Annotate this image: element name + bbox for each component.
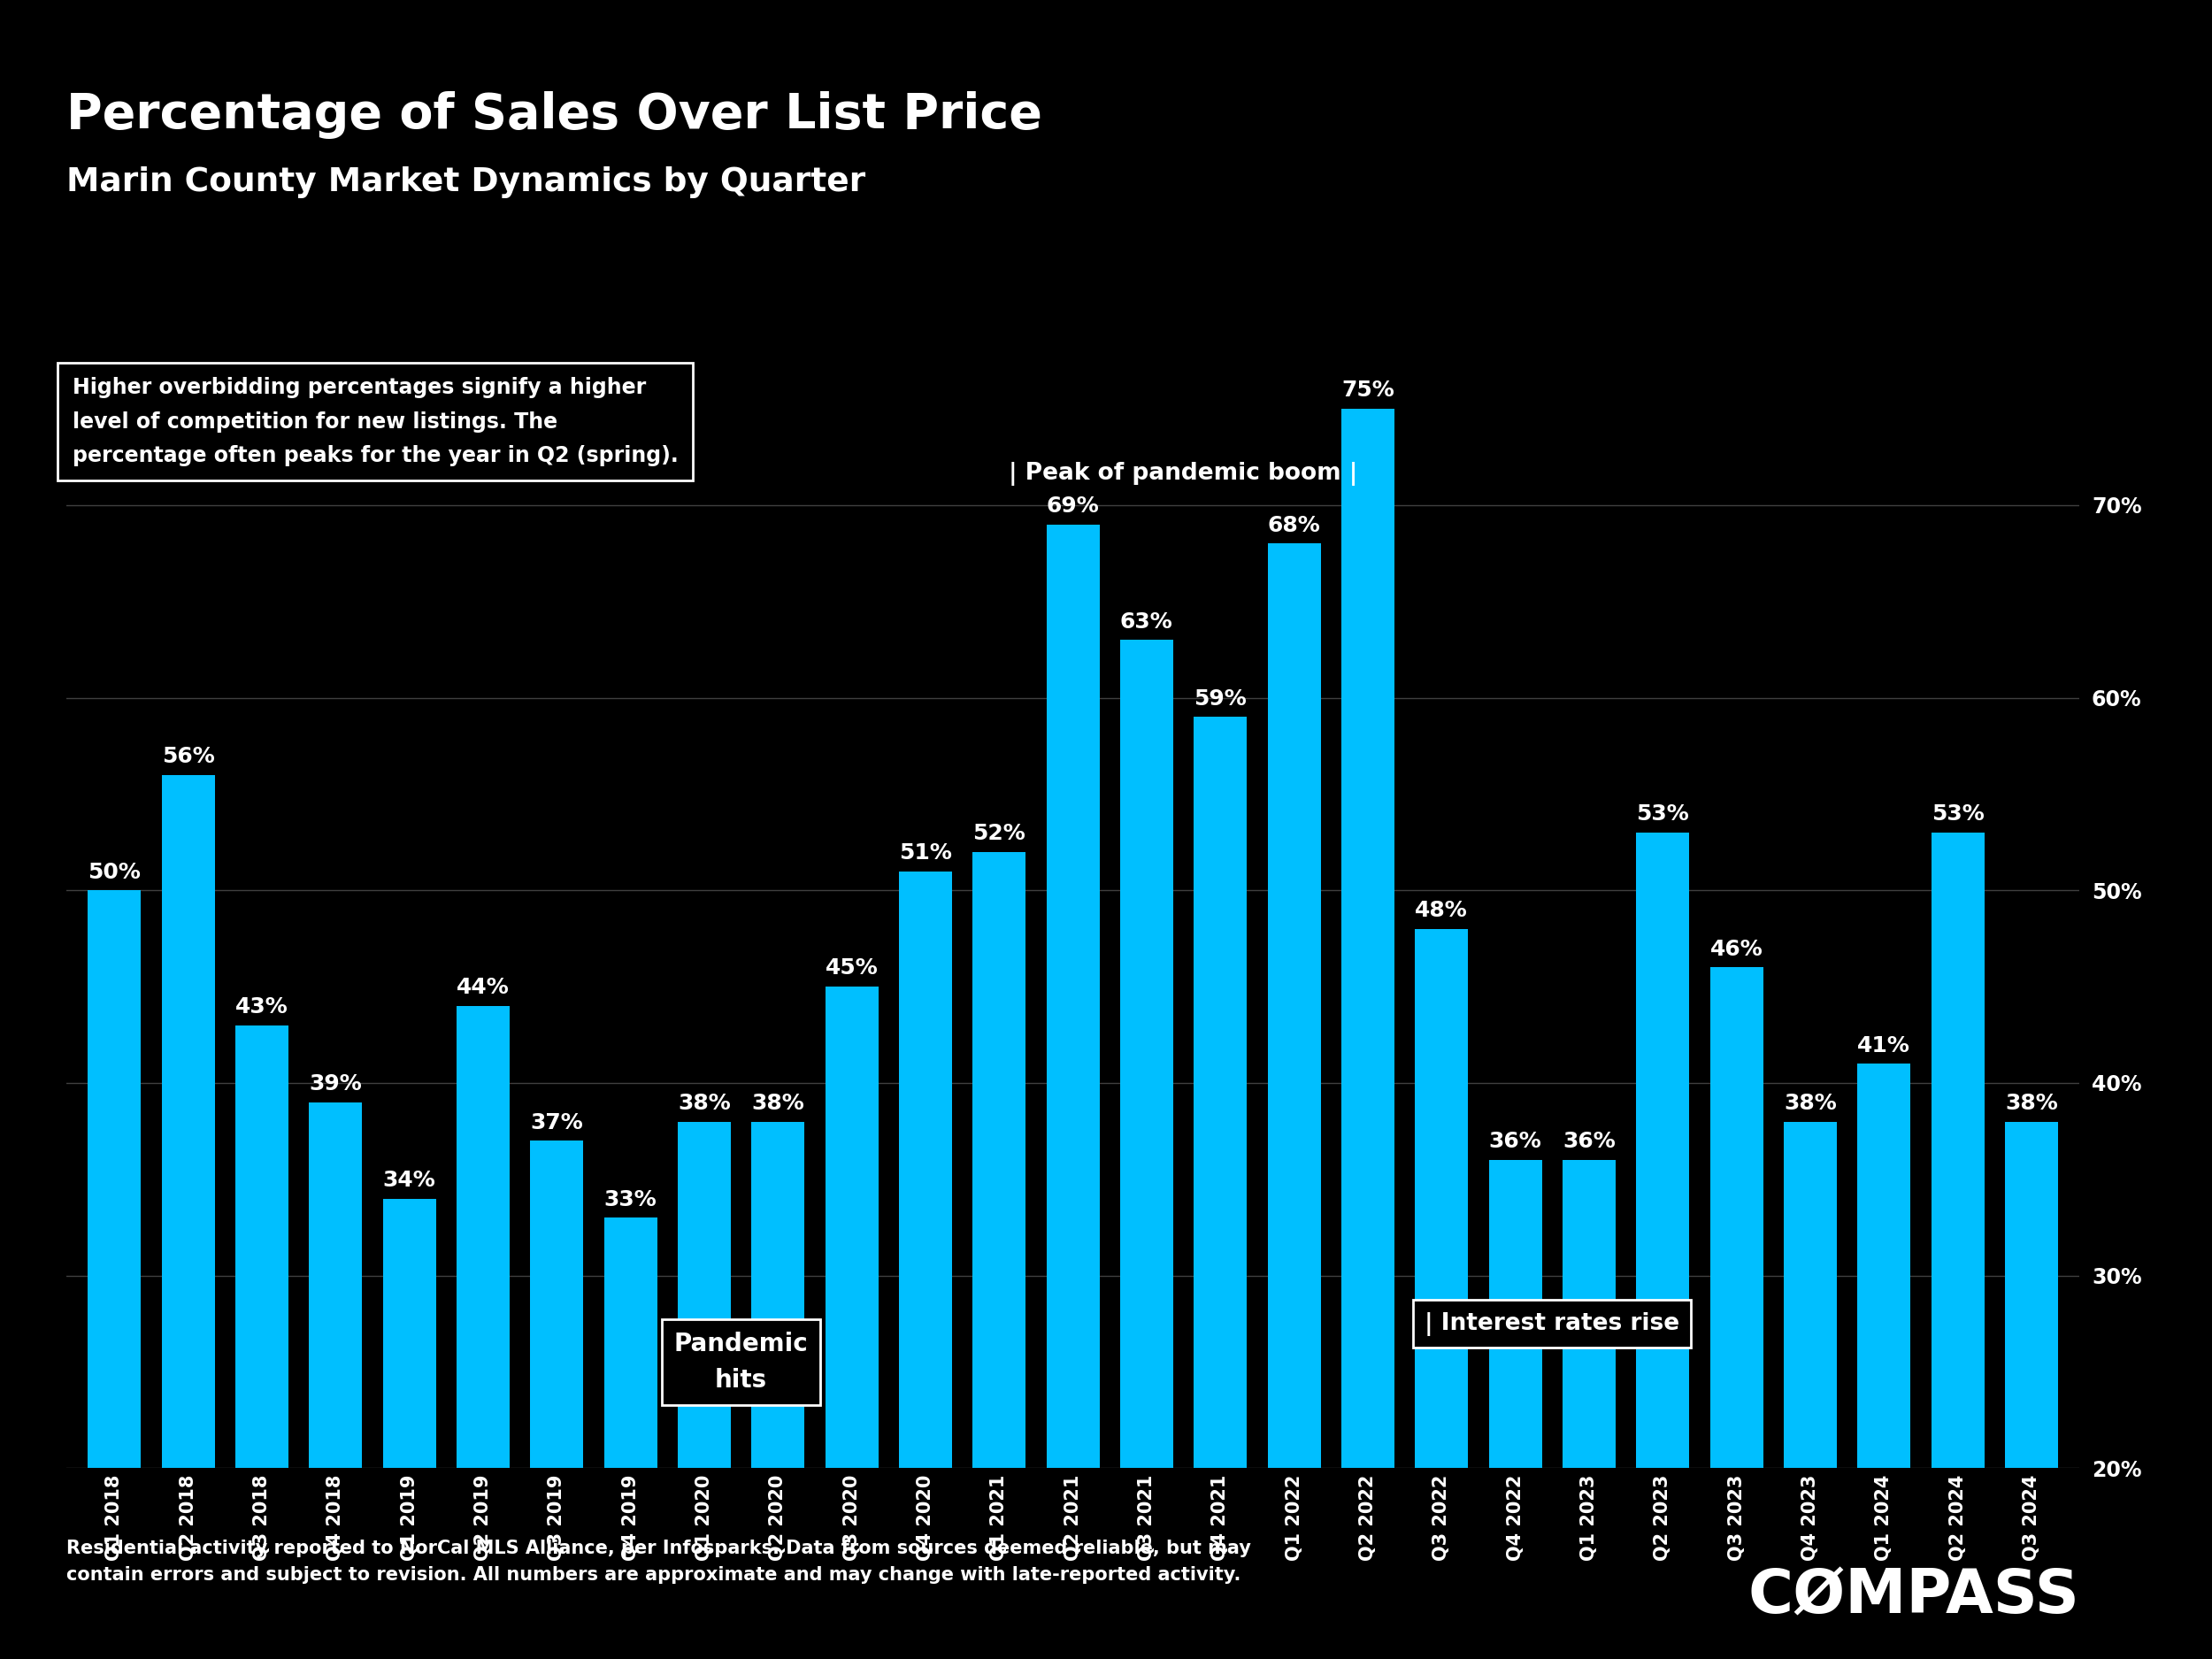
Text: | Peak of pandemic boom |: | Peak of pandemic boom |: [1009, 461, 1358, 486]
Text: 44%: 44%: [456, 977, 509, 999]
Text: CØMPASS: CØMPASS: [1747, 1566, 2079, 1626]
Bar: [234, 1025, 288, 1659]
Text: 39%: 39%: [310, 1073, 363, 1095]
Text: 36%: 36%: [1489, 1131, 1542, 1153]
Bar: [1046, 524, 1099, 1659]
Bar: [1416, 929, 1469, 1659]
Text: 37%: 37%: [531, 1112, 584, 1133]
Text: Residential activity reported to NorCal MLS Alliance, per Infosparks. Data from : Residential activity reported to NorCal …: [66, 1540, 1252, 1583]
Bar: [1710, 967, 1763, 1659]
Bar: [973, 851, 1026, 1659]
Text: | Interest rates rise: | Interest rates rise: [1425, 1312, 1679, 1335]
Text: 45%: 45%: [825, 957, 878, 979]
Text: 59%: 59%: [1194, 688, 1248, 710]
Text: 69%: 69%: [1046, 496, 1099, 516]
Text: 53%: 53%: [1637, 803, 1690, 825]
Bar: [1340, 408, 1394, 1659]
Text: Marin County Market Dynamics by Quarter: Marin County Market Dynamics by Quarter: [66, 166, 865, 197]
Bar: [1931, 833, 1984, 1659]
Bar: [531, 1141, 584, 1659]
Bar: [677, 1121, 730, 1659]
Text: 63%: 63%: [1119, 611, 1172, 632]
Text: 38%: 38%: [677, 1093, 730, 1113]
Bar: [1194, 717, 1248, 1659]
Text: 68%: 68%: [1267, 514, 1321, 536]
Bar: [1119, 640, 1172, 1659]
Text: 53%: 53%: [1931, 803, 1984, 825]
Text: Higher overbidding percentages signify a higher
level of competition for new lis: Higher overbidding percentages signify a…: [73, 377, 679, 466]
Bar: [752, 1121, 805, 1659]
Bar: [898, 871, 951, 1659]
Text: 33%: 33%: [604, 1190, 657, 1209]
Bar: [1562, 1160, 1615, 1659]
Bar: [310, 1102, 363, 1659]
Text: 38%: 38%: [2004, 1093, 2057, 1113]
Bar: [1267, 544, 1321, 1659]
Bar: [1637, 833, 1690, 1659]
Bar: [2004, 1121, 2057, 1659]
Text: 34%: 34%: [383, 1170, 436, 1191]
Text: Percentage of Sales Over List Price: Percentage of Sales Over List Price: [66, 91, 1042, 139]
Text: 46%: 46%: [1710, 939, 1763, 959]
Bar: [604, 1218, 657, 1659]
Text: 75%: 75%: [1340, 380, 1394, 401]
Bar: [161, 775, 215, 1659]
Bar: [1489, 1160, 1542, 1659]
Text: Pandemic
hits: Pandemic hits: [675, 1332, 807, 1394]
Text: 50%: 50%: [88, 861, 142, 883]
Text: 52%: 52%: [973, 823, 1026, 844]
Text: 38%: 38%: [752, 1093, 805, 1113]
Text: 51%: 51%: [898, 843, 951, 863]
Text: 38%: 38%: [1783, 1093, 1836, 1113]
Text: 56%: 56%: [161, 747, 215, 766]
Text: 43%: 43%: [234, 997, 288, 1017]
Text: 48%: 48%: [1416, 899, 1469, 921]
Bar: [1783, 1121, 1836, 1659]
Bar: [825, 987, 878, 1659]
Text: 36%: 36%: [1562, 1131, 1615, 1153]
Bar: [456, 1005, 509, 1659]
Bar: [88, 891, 142, 1659]
Bar: [383, 1198, 436, 1659]
Text: 41%: 41%: [1858, 1035, 1911, 1057]
Bar: [1858, 1063, 1911, 1659]
